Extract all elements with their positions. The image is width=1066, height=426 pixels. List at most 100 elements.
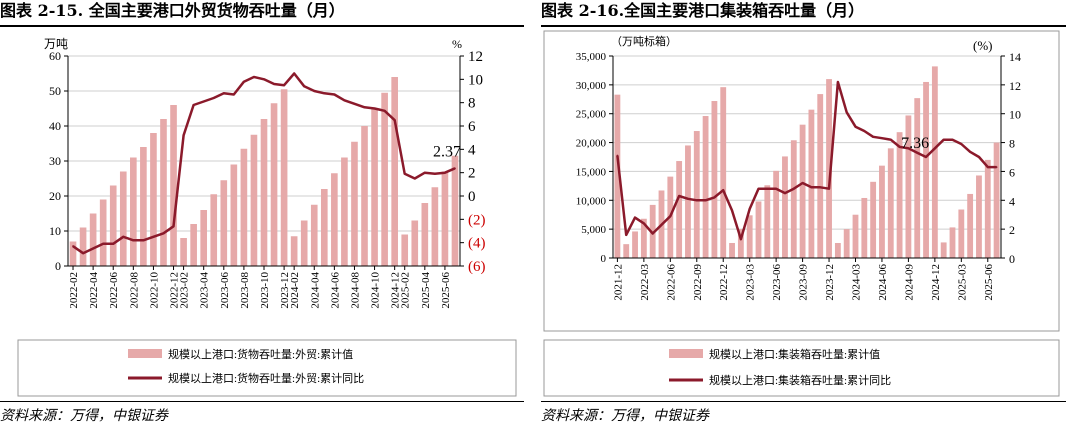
left-axis-tick-label: 60 bbox=[49, 49, 61, 63]
x-axis-tick-label: 2024-12 bbox=[390, 272, 402, 309]
yoy-point bbox=[898, 146, 901, 148]
right-axis-tick-label: 0 bbox=[468, 189, 476, 205]
right-legend-bar-label: 规模以上港口:集装箱吞吐量:累计值 bbox=[709, 347, 880, 361]
right-last-value-annotation: 7.36 bbox=[901, 135, 929, 152]
yoy-point bbox=[739, 238, 742, 241]
bar bbox=[782, 156, 788, 258]
x-axis-tick-label: 2023-06 bbox=[771, 264, 783, 301]
left-last-value-annotation: 2.37 bbox=[433, 143, 461, 160]
left-chart: 万吨 % 0 10 20 30 40 50 60 (6) (4) (2) 0 2 4 6 8 10 12 20… bbox=[17, 37, 517, 397]
yoy-point bbox=[212, 97, 215, 99]
yoy-point bbox=[162, 232, 165, 235]
bar bbox=[632, 231, 638, 258]
bar bbox=[887, 148, 894, 258]
x-axis-tick-label: 2022-10 bbox=[148, 272, 160, 309]
right-axis-tick-label: (4) bbox=[468, 236, 486, 252]
bar bbox=[861, 197, 868, 258]
right-axis-tick-label: (6) bbox=[468, 259, 486, 275]
yoy-growth-line bbox=[616, 80, 997, 241]
bar bbox=[119, 171, 127, 266]
bar bbox=[676, 161, 683, 258]
right-chart-frame bbox=[543, 30, 1060, 332]
x-axis-tick-label: 2022-06 bbox=[665, 264, 677, 301]
bar bbox=[896, 132, 903, 258]
right-figure-panel: 图表 2-16.全国主要港口集装箱吞吐量（月） （万吨标箱） (%) 0 5,00… bbox=[541, 0, 1066, 426]
yoy-point bbox=[704, 199, 707, 202]
left-unit-label: 万吨 bbox=[44, 37, 68, 51]
right-source-rule bbox=[541, 401, 1066, 402]
yoy-point bbox=[403, 172, 406, 175]
x-axis-tick-label: 2022-02 bbox=[68, 272, 80, 309]
left-axis-tick-label: 25,000 bbox=[576, 109, 607, 121]
yoy-point bbox=[92, 247, 95, 250]
x-axis-tick-label: 2022-12 bbox=[169, 272, 181, 309]
left-axis-tick-label: 40 bbox=[49, 119, 61, 133]
bar bbox=[967, 193, 974, 258]
x-axis-tick-label: 2023-10 bbox=[259, 272, 271, 309]
x-axis-tick-label: 2024-06 bbox=[329, 272, 341, 309]
bar bbox=[843, 229, 850, 258]
yoy-point bbox=[986, 166, 989, 169]
right-unit-label: （万吨标箱） bbox=[611, 34, 677, 48]
yoy-point bbox=[232, 93, 235, 96]
bar bbox=[949, 227, 956, 258]
yoy-point bbox=[112, 242, 115, 245]
bar bbox=[940, 242, 947, 258]
bar bbox=[817, 94, 824, 258]
left-axis-tick-label: 10 bbox=[49, 224, 61, 238]
x-axis-tick-label: 2023-08 bbox=[239, 272, 251, 309]
left-figure-panel: 图表 2-15. 全国主要港口外贸货物吞吐量（月） 万吨 % 0 10 20 30 40… bbox=[0, 0, 524, 426]
yoy-point bbox=[72, 245, 74, 248]
yoy-point bbox=[303, 85, 306, 88]
bar bbox=[69, 241, 77, 266]
yoy-point bbox=[713, 196, 716, 199]
x-axis-tick-label: 2021-12 bbox=[612, 264, 624, 301]
bar bbox=[711, 101, 718, 258]
bar bbox=[614, 94, 621, 258]
x-axis-tick-label: 2022-06 bbox=[108, 272, 120, 309]
yoy-point bbox=[942, 138, 945, 141]
bar bbox=[210, 194, 218, 266]
bar bbox=[984, 159, 991, 258]
left-figure-title: 图表 2-15. 全国主要港口外贸货物吞吐量（月） bbox=[0, 1, 345, 20]
yoy-point bbox=[82, 252, 84, 255]
bar bbox=[401, 234, 409, 266]
left-legend-bar-label: 规模以上港口:货物吞吐量:外贸:累计值 bbox=[168, 347, 353, 361]
right-axis-tick-label: (2) bbox=[468, 212, 486, 228]
x-axis-tick-label: 2025-06 bbox=[440, 272, 452, 309]
bar bbox=[89, 213, 97, 266]
bar bbox=[310, 204, 318, 266]
bar bbox=[351, 141, 358, 266]
bar bbox=[361, 126, 368, 266]
bar bbox=[826, 79, 832, 258]
bar bbox=[290, 236, 298, 266]
right-axis-tick-label: 8 bbox=[468, 96, 476, 112]
bar bbox=[852, 214, 859, 258]
right-axis-tick-label: 2 bbox=[468, 166, 476, 182]
right-axis-tick-label: 6 bbox=[1009, 165, 1015, 179]
bar bbox=[870, 181, 877, 258]
bar bbox=[300, 220, 308, 266]
yoy-point bbox=[253, 76, 255, 78]
left-axis-tick-label: 30,000 bbox=[576, 80, 607, 92]
yoy-point bbox=[792, 187, 795, 190]
left-axis-tick-label: 35,000 bbox=[576, 51, 607, 63]
bar bbox=[737, 229, 744, 258]
yoy-point bbox=[102, 242, 105, 245]
yoy-point bbox=[687, 197, 689, 200]
yoy-point bbox=[634, 216, 636, 219]
bar bbox=[160, 119, 167, 266]
x-axis-tick-label: 2024-08 bbox=[349, 272, 361, 309]
yoy-point bbox=[916, 151, 919, 154]
x-axis-tick-label: 2022-08 bbox=[128, 272, 140, 309]
yoy-point bbox=[828, 187, 830, 190]
yoy-point bbox=[819, 186, 822, 189]
yoy-point bbox=[969, 150, 972, 153]
x-axis-tick-label: 2025-06 bbox=[983, 264, 995, 301]
yoy-point bbox=[695, 199, 698, 202]
left-right-unit-label: % bbox=[452, 37, 462, 51]
bar bbox=[640, 218, 647, 258]
x-axis-tick-label: 2023-03 bbox=[745, 264, 757, 301]
bar bbox=[320, 189, 328, 266]
bar bbox=[270, 103, 278, 266]
